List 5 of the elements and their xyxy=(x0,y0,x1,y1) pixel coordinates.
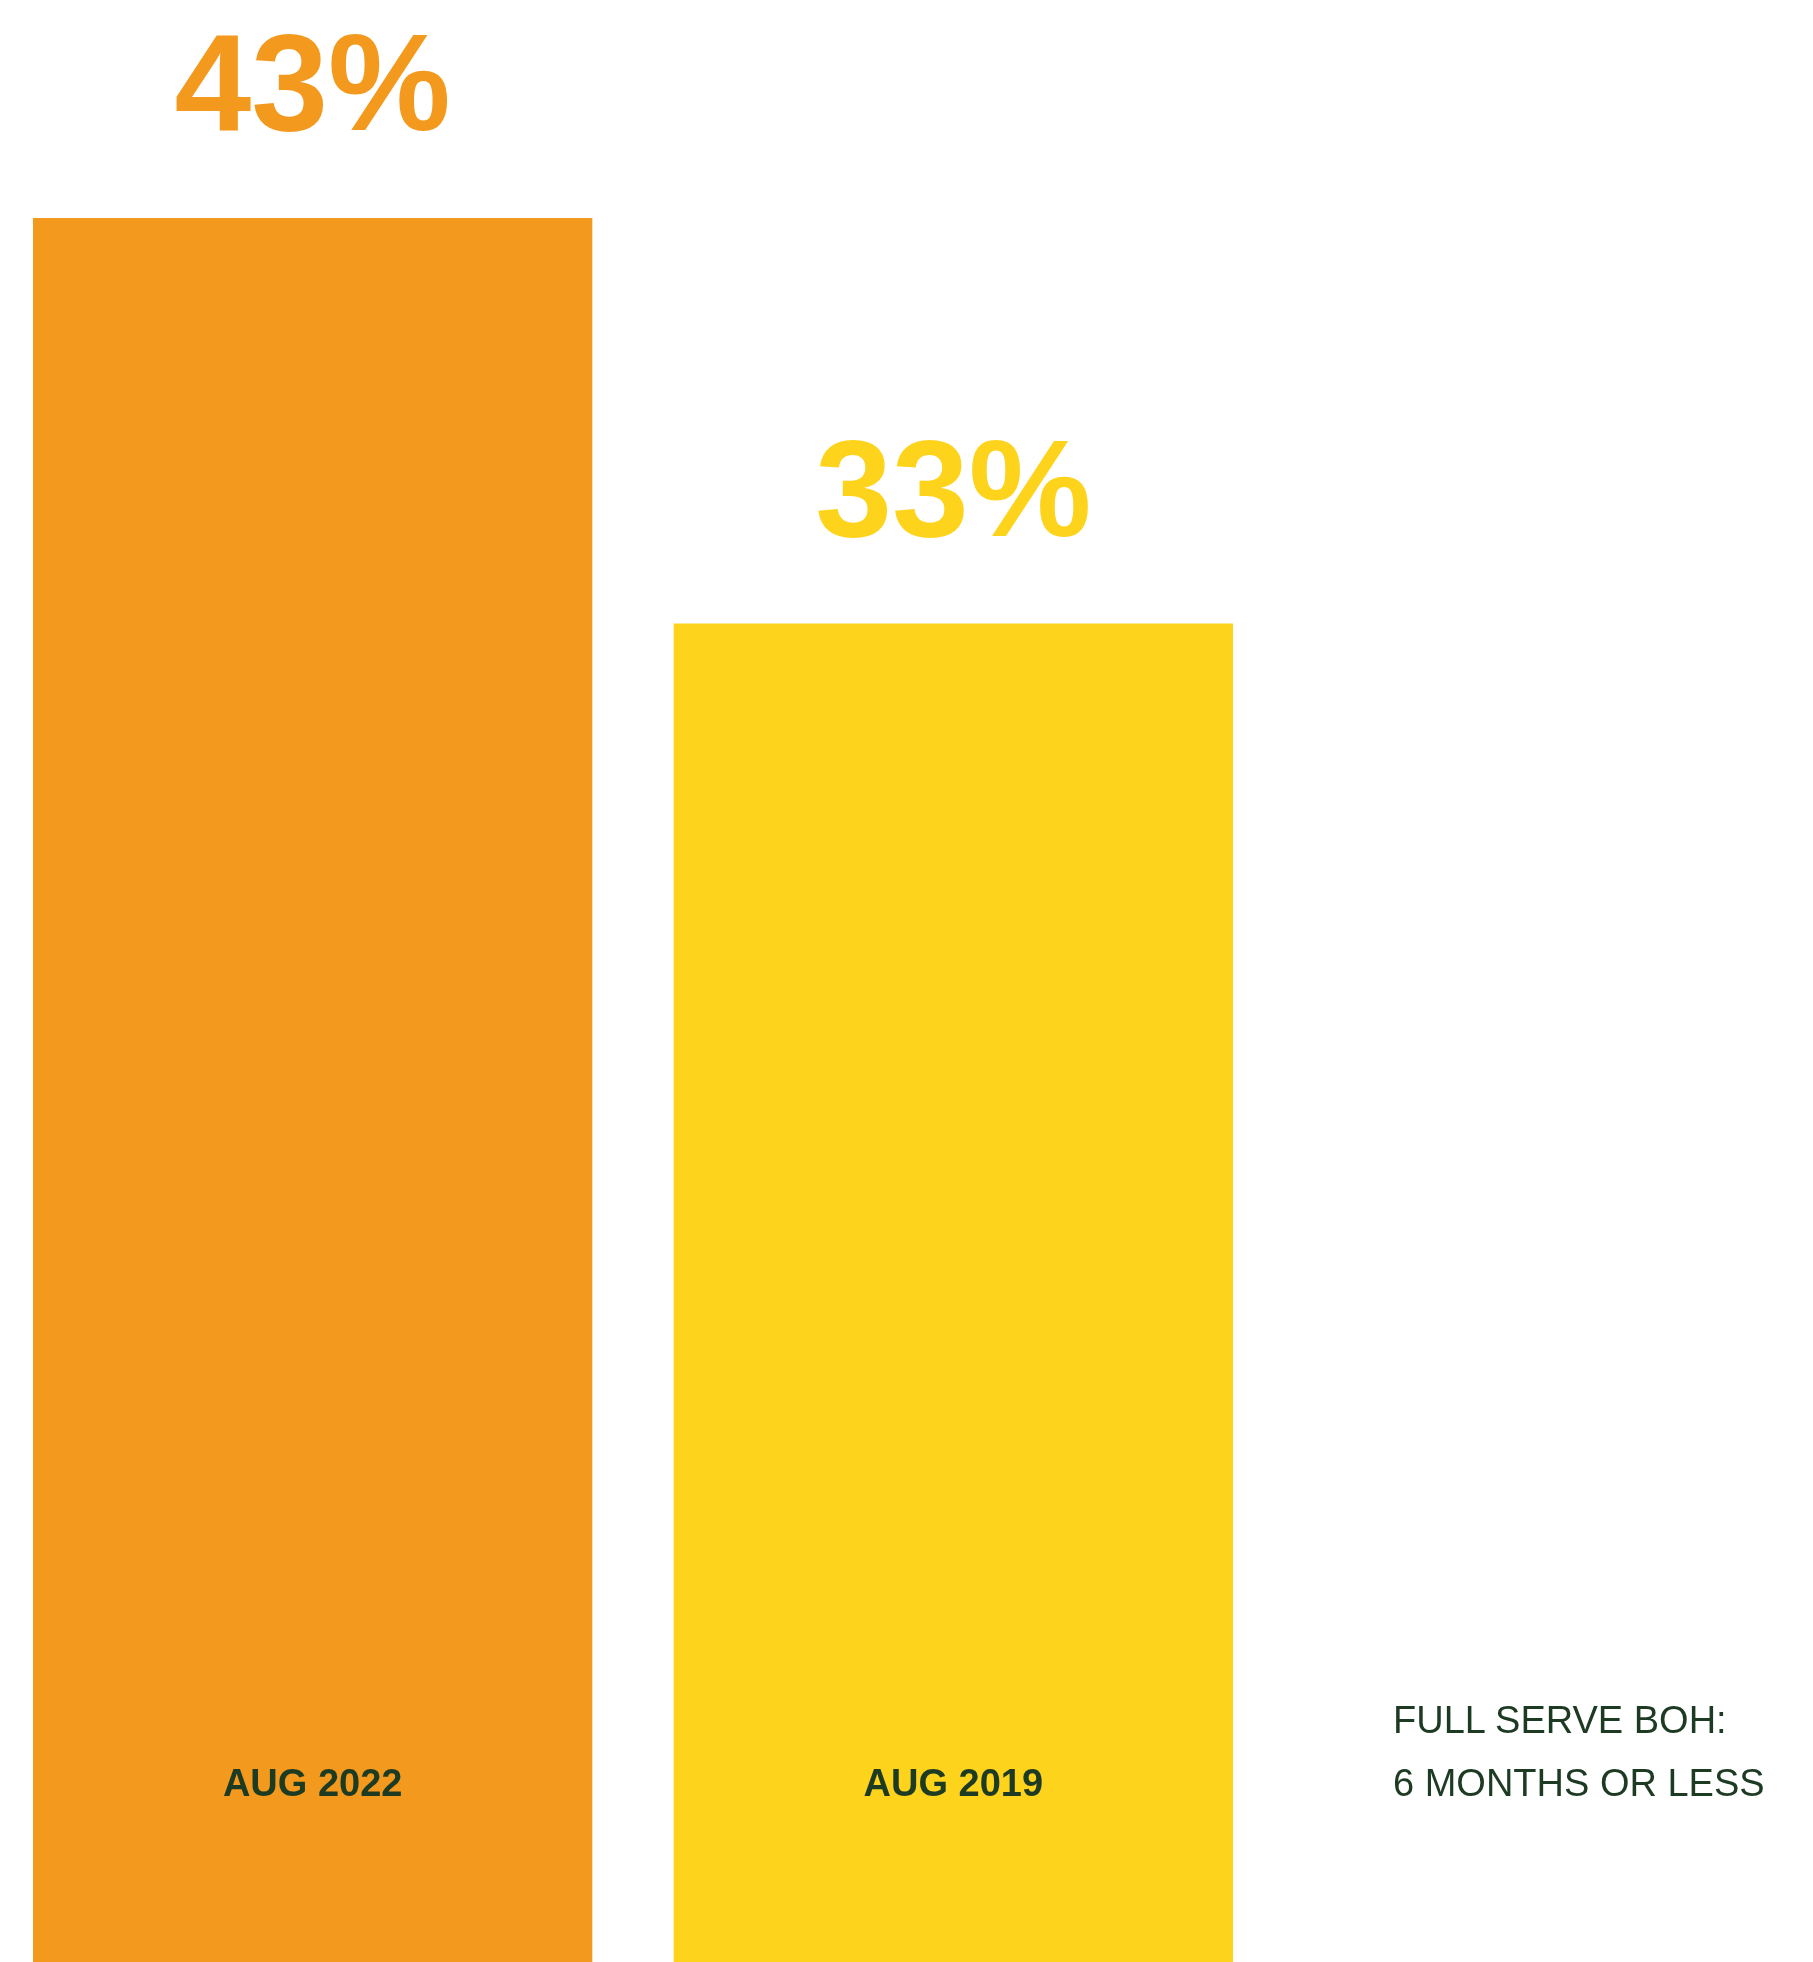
data-label: 43% xyxy=(174,5,451,159)
x-tick-label: AUG 2022 xyxy=(222,1762,403,1804)
x-tick-label: AUG 2019 xyxy=(863,1762,1044,1804)
data-label: 33% xyxy=(815,410,1092,565)
text: FULL SERVE BOH: 6 MONTHS OR LESS xyxy=(1393,1699,1765,1804)
